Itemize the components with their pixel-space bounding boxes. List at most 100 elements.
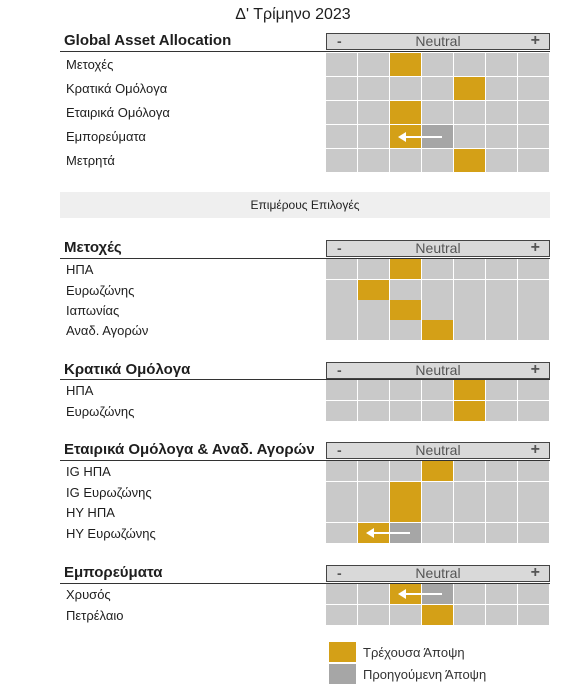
rating-cell	[358, 300, 389, 320]
rating-cell	[486, 482, 517, 502]
current-view-cell	[422, 320, 453, 340]
rating-cell	[422, 401, 453, 421]
rating-cell	[358, 259, 389, 279]
rating-cell	[326, 584, 357, 604]
rating-cell	[486, 380, 517, 400]
row-label: Μετοχές	[66, 57, 114, 72]
rating-cell	[326, 101, 357, 124]
rating-cell	[518, 523, 549, 543]
current-view-cell	[390, 259, 421, 279]
rating-cell	[486, 502, 517, 522]
page-title: Δ' Τρίμηνο 2023	[235, 6, 351, 23]
legend-previous-swatch	[329, 664, 356, 684]
rating-cell	[518, 300, 549, 320]
row-label: IG ΗΠΑ	[66, 464, 111, 479]
scale-neutral-label: Neutral	[415, 362, 461, 378]
rating-cell	[486, 300, 517, 320]
current-view-cell	[390, 300, 421, 320]
section-title: Μετοχές	[64, 239, 122, 256]
rating-row	[326, 101, 550, 124]
rating-cell	[326, 401, 357, 421]
rating-cell	[454, 320, 485, 340]
legend-current-label: Τρέχουσα Άποψη	[363, 645, 465, 660]
row-label: Μετρητά	[66, 153, 115, 168]
rating-cell	[486, 259, 517, 279]
section-title: Εμπορεύματα	[64, 564, 163, 581]
rating-cell	[326, 320, 357, 340]
section-divider	[60, 583, 550, 584]
row-label: Πετρέλαιο	[66, 608, 124, 623]
section-title: Κρατικά Ομόλογα	[64, 361, 191, 378]
rating-cell	[518, 605, 549, 625]
rating-cell	[454, 53, 485, 76]
rating-cell	[358, 380, 389, 400]
rating-cell	[486, 149, 517, 172]
legend-previous-label: Προηγούμενη Άποψη	[363, 667, 487, 682]
current-view-cell	[390, 101, 421, 124]
scale-plus-label: +	[530, 32, 540, 49]
section-divider	[60, 460, 550, 461]
rating-cell	[422, 300, 453, 320]
scale-header: Neutral - +	[326, 564, 550, 582]
rating-cell	[422, 502, 453, 522]
scale-neutral-label: Neutral	[415, 33, 461, 49]
rating-cell	[454, 482, 485, 502]
current-view-cell	[454, 380, 485, 400]
current-view-cell	[422, 605, 453, 625]
rating-cell	[454, 259, 485, 279]
current-view-cell	[390, 53, 421, 76]
rating-cell	[518, 461, 549, 481]
row-label: Χρυσός	[66, 587, 111, 602]
rating-cell	[486, 280, 517, 300]
current-view-cell	[390, 482, 421, 502]
rating-row	[326, 584, 550, 604]
scale-header: Neutral - +	[326, 361, 550, 379]
scale-header: Neutral - +	[326, 441, 550, 459]
rating-row	[326, 502, 550, 522]
rating-cell	[326, 77, 357, 100]
current-view-cell	[390, 502, 421, 522]
rating-row	[326, 53, 550, 76]
rating-row	[326, 149, 550, 172]
scale-minus-label: -	[337, 33, 342, 49]
rating-cell	[390, 320, 421, 340]
row-label: Ευρωζώνης	[66, 283, 135, 298]
rating-cell	[326, 53, 357, 76]
rating-cell	[486, 523, 517, 543]
rating-row	[326, 461, 550, 481]
rating-cell	[390, 149, 421, 172]
rating-cell	[422, 149, 453, 172]
scale-minus-label: -	[337, 442, 342, 458]
rating-cell	[486, 125, 517, 148]
rating-cell	[326, 502, 357, 522]
arrow-left-icon	[398, 132, 442, 142]
rating-cell	[454, 584, 485, 604]
current-view-cell	[454, 77, 485, 100]
scale-neutral-label: Neutral	[415, 240, 461, 256]
rating-cell	[358, 502, 389, 522]
rating-cell	[486, 584, 517, 604]
rating-cell	[486, 320, 517, 340]
rating-cell	[486, 53, 517, 76]
scale-plus-label: +	[530, 239, 540, 256]
rating-cell	[390, 77, 421, 100]
arrow-left-icon	[366, 528, 410, 538]
legend-current-swatch	[329, 642, 356, 662]
rating-cell	[422, 101, 453, 124]
row-label: IG Ευρωζώνης	[66, 485, 152, 500]
rating-cell	[518, 280, 549, 300]
section-divider	[60, 51, 550, 52]
rating-row	[326, 605, 550, 625]
rating-cell	[358, 101, 389, 124]
rating-cell	[326, 482, 357, 502]
scale-neutral-label: Neutral	[415, 565, 461, 581]
rating-cell	[358, 461, 389, 481]
rating-cell	[358, 320, 389, 340]
current-view-cell	[422, 461, 453, 481]
rating-cell	[422, 280, 453, 300]
rating-cell	[358, 53, 389, 76]
section-title: Εταιρικά Ομόλογα & Αναδ. Αγορών	[64, 441, 315, 458]
rating-row	[326, 300, 550, 320]
rating-cell	[422, 77, 453, 100]
rating-cell	[358, 77, 389, 100]
